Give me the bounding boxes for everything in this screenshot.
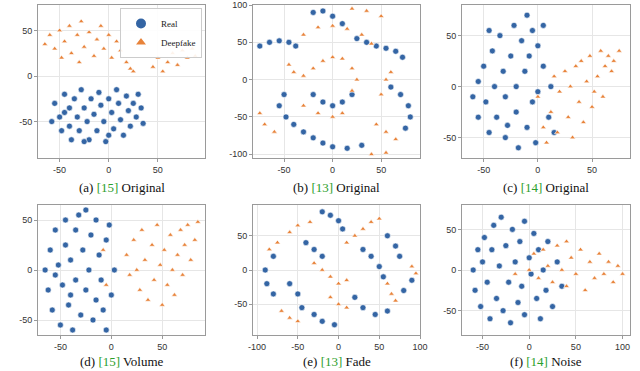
- svg-text:(e) [13] Fade: (e) [13] Fade: [303, 354, 371, 369]
- svg-text:-50: -50: [19, 117, 32, 127]
- svg-text:-50: -50: [477, 165, 490, 175]
- svg-text:(c) [14] Original: (c) [14] Original: [503, 180, 589, 195]
- svg-text:0: 0: [27, 265, 32, 275]
- svg-text:0: 0: [109, 342, 114, 352]
- svg-text:0: 0: [535, 165, 540, 175]
- svg-text:50: 50: [22, 26, 32, 36]
- svg-text:100: 100: [232, 0, 247, 10]
- svg-text:(d) [15] Volume: (d) [15] Volume: [80, 354, 164, 369]
- svg-text:-100: -100: [229, 149, 247, 159]
- svg-text:50: 50: [446, 31, 456, 41]
- svg-text:0: 0: [242, 265, 247, 275]
- svg-text:50: 50: [376, 165, 386, 175]
- svg-text:100: 100: [615, 342, 630, 352]
- svg-text:-50: -50: [291, 342, 304, 352]
- svg-text:-50: -50: [54, 342, 67, 352]
- svg-text:0: 0: [451, 265, 456, 275]
- svg-text:-50: -50: [234, 112, 247, 122]
- svg-text:Deepfake: Deepfake: [161, 38, 195, 48]
- svg-text:-50: -50: [234, 299, 247, 309]
- svg-text:50: 50: [157, 342, 167, 352]
- svg-text:-50: -50: [476, 342, 489, 352]
- svg-text:0: 0: [336, 342, 341, 352]
- svg-text:50: 50: [446, 225, 456, 235]
- svg-text:0: 0: [451, 82, 456, 92]
- svg-text:0: 0: [527, 342, 532, 352]
- svg-text:50: 50: [237, 231, 247, 241]
- svg-text:50: 50: [237, 37, 247, 47]
- svg-text:50: 50: [374, 342, 384, 352]
- svg-text:50: 50: [571, 342, 581, 352]
- svg-text:50: 50: [587, 165, 597, 175]
- svg-text:-50: -50: [443, 133, 456, 143]
- svg-text:-50: -50: [278, 165, 291, 175]
- svg-text:(b) [13] Original: (b) [13] Original: [293, 180, 380, 195]
- svg-text:100: 100: [412, 342, 427, 352]
- svg-text:50: 50: [22, 215, 32, 225]
- svg-text:0: 0: [242, 75, 247, 85]
- svg-text:0: 0: [106, 165, 111, 175]
- svg-text:0: 0: [27, 71, 32, 81]
- svg-text:0: 0: [330, 165, 335, 175]
- svg-text:Real: Real: [161, 19, 178, 29]
- svg-text:(a) [15] Original: (a) [15] Original: [79, 180, 165, 195]
- svg-text:-50: -50: [443, 306, 456, 316]
- svg-text:-50: -50: [19, 315, 32, 325]
- svg-text:(f) [14] Noise: (f) [14] Noise: [510, 354, 582, 369]
- svg-text:-50: -50: [53, 165, 66, 175]
- svg-text:-100: -100: [248, 342, 266, 352]
- svg-text:50: 50: [153, 165, 163, 175]
